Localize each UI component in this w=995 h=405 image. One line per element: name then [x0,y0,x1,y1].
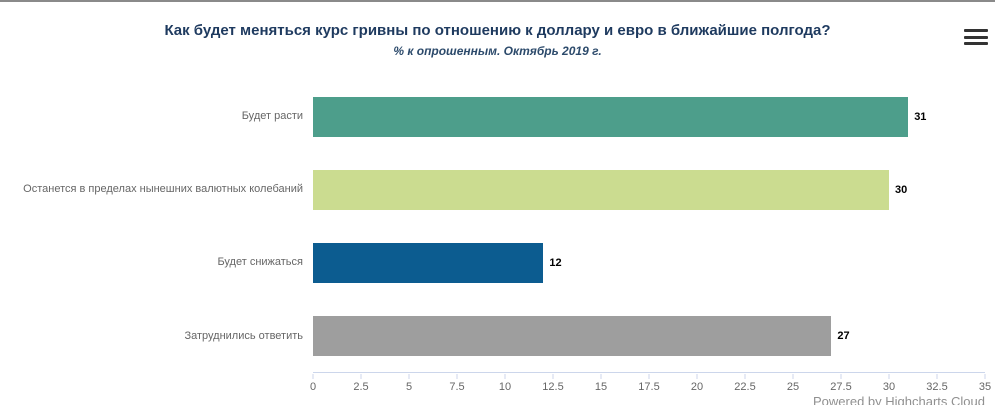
category-label: Будет снижаться [217,256,303,269]
x-tick-label: 27.5 [830,381,852,393]
bar-row: Затруднились ответить 27 [0,300,985,373]
bar-track: 27 [313,316,985,357]
bar[interactable] [313,96,909,137]
category-label: Останется в пределах нынешних валютных к… [23,183,303,195]
x-tick-label: 25 [786,381,800,393]
bar-value-label: 27 [837,330,850,343]
bar-track: 31 [313,96,985,137]
x-tick-mark [792,374,794,379]
bar[interactable] [313,316,832,357]
x-tick-mark [888,374,890,379]
x-tick-label: 35 [978,381,992,393]
bar-value-label: 31 [914,110,927,123]
x-tick-mark [456,374,458,379]
x-tick-mark [408,374,410,379]
x-tick-mark [552,374,554,379]
x-tick-mark [744,374,746,379]
x-tick-label: 22.5 [734,381,756,393]
bar[interactable] [313,169,889,210]
chart-subtitle: % к опрошенным. Октябрь 2019 г. [393,44,602,58]
highcharts-credits[interactable]: Powered by Highcharts Cloud [813,394,985,405]
hamburger-line [964,29,988,32]
x-tick-label: 0 [309,381,317,393]
bar-row: Будет расти 31 [0,80,985,153]
x-tick-label: 17.5 [638,381,660,393]
x-tick-label: 2.5 [353,381,369,393]
bar-track: 30 [313,169,985,210]
hamburger-line [964,42,988,45]
x-tick-label: 7.5 [449,381,465,393]
x-tick-mark [360,374,362,379]
x-axis-ticks: 0 2.5 5 7.5 10 12.5 15 17.5 20 22.5 25 27.5 30 32.5 35 [309,374,991,394]
hamburger-menu-icon[interactable] [964,28,988,46]
bar-row: Будет снижаться 12 [0,227,985,300]
bar-value-label: 30 [895,183,908,196]
x-tick-label: 32.5 [926,381,948,393]
x-tick-mark [936,374,938,379]
x-tick-label: 12.5 [542,381,564,393]
bar-value-label: 12 [549,257,562,270]
x-tick-label: 15 [594,381,608,393]
bar[interactable] [313,243,544,284]
x-axis-line [313,372,985,373]
x-tick-label: 10 [498,381,512,393]
bar-track: 12 [313,243,985,284]
x-tick-mark [696,374,698,379]
x-tick-label: 20 [690,381,704,393]
category-label: Будет расти [241,109,303,122]
category-label: Затруднились ответить [184,329,303,342]
x-tick-mark [312,374,314,379]
hamburger-line [964,35,988,39]
plot-area: Будет расти 31 Останется в пределах нынешн… [0,80,985,373]
x-tick-mark [648,374,650,379]
x-tick-mark [504,374,506,379]
bar-row: Останется в пределах нынешних валютных к… [0,153,985,226]
chart-title: Как будет меняться курс гривны по отноше… [164,22,831,39]
x-tick-mark [840,374,842,379]
x-tick-mark [600,374,602,379]
x-tick-label: 5 [405,381,413,393]
bar-rows: Будет расти 31 Останется в пределах нынешн… [0,80,985,373]
x-tick-label: 30 [882,381,896,393]
x-tick-mark [984,374,986,379]
